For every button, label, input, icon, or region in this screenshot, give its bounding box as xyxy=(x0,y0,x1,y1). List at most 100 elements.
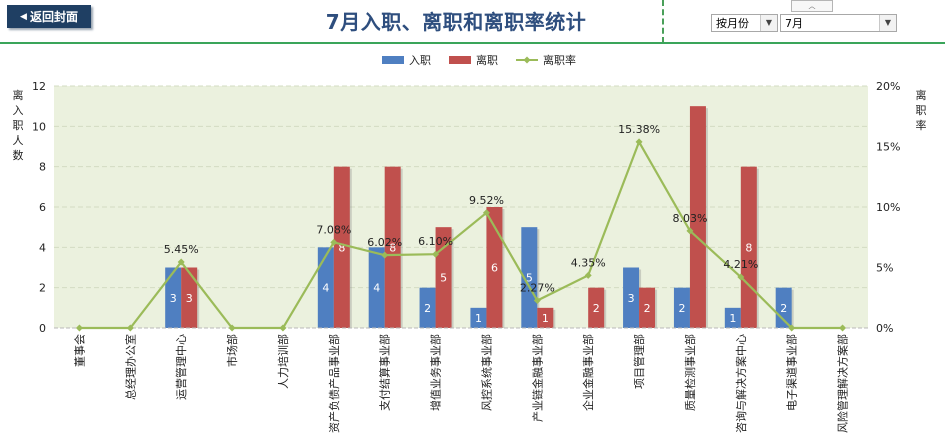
bar-leave xyxy=(384,166,401,328)
bar-value-label: 4 xyxy=(373,282,380,295)
page-title: 7月入职、离职和离职率统计 xyxy=(325,10,587,34)
bar-hire xyxy=(368,247,385,328)
rate-point xyxy=(584,271,592,279)
bar-value-label: 1 xyxy=(729,312,736,325)
period-type-select[interactable]: 按月份 ▼ xyxy=(711,14,778,32)
bar-leave xyxy=(639,287,656,328)
y-right-tick-label: 15% xyxy=(876,141,900,154)
x-category-label: 风控系统事业部 xyxy=(479,334,493,411)
y-left-tick-label: 8 xyxy=(39,161,46,174)
chevron-down-icon[interactable]: ▼ xyxy=(760,15,777,31)
rate-value-label: 6.10% xyxy=(418,235,453,248)
bar-value-label: 2 xyxy=(424,302,431,315)
rate-point xyxy=(482,209,490,217)
x-category-label: 风险管理解决方案部 xyxy=(836,334,850,433)
rate-point xyxy=(635,138,643,146)
x-category-label: 企业金融事业部 xyxy=(581,334,595,411)
y-right-tick-label: 5% xyxy=(876,262,893,275)
y-left-tick-label: 12 xyxy=(32,80,46,93)
rate-point xyxy=(839,324,847,332)
bar-value-label: 2 xyxy=(678,302,685,315)
rate-value-label: 2.27% xyxy=(520,282,555,295)
back-button-label: 返回封面 xyxy=(29,10,78,24)
y-left-tick-label: 0 xyxy=(39,322,46,335)
rate-point xyxy=(432,250,440,258)
bar-hire xyxy=(470,307,487,328)
x-category-label: 支付结算事业部 xyxy=(378,334,392,411)
x-category-label: 资产负债产品事业部 xyxy=(327,334,341,433)
bar-value-label: 3 xyxy=(628,292,635,305)
bar-value-label: 4 xyxy=(322,282,329,295)
rate-point xyxy=(126,324,134,332)
rate-value-label: 5.45% xyxy=(164,243,199,256)
x-category-label: 产业链金融事业部 xyxy=(530,334,544,422)
bar-value-label: 5 xyxy=(440,272,447,285)
rate-value-label: 4.21% xyxy=(723,258,758,271)
y-right-tick-label: 0% xyxy=(876,322,893,335)
x-category-label: 市场部 xyxy=(225,334,239,367)
rate-point xyxy=(686,227,694,235)
bar-hire xyxy=(673,287,690,328)
bar-value-label: 1 xyxy=(475,312,482,325)
x-category-label: 项目管理部 xyxy=(632,334,646,389)
y-axis-left-label: 离入职人数 xyxy=(11,88,25,163)
x-category-label: 质量检测事业部 xyxy=(683,334,697,411)
bar-hire xyxy=(521,227,538,328)
header-underline xyxy=(0,42,945,44)
bar-value-label: 3 xyxy=(170,292,177,305)
x-category-label: 人力培训部 xyxy=(276,334,290,389)
bar-hire xyxy=(317,247,334,328)
dashed-divider xyxy=(662,0,664,43)
month-select[interactable]: 7月 ▼ xyxy=(780,14,897,32)
bar-leave xyxy=(689,106,706,329)
bar-value-label: 5 xyxy=(526,272,533,285)
chevron-up-icon: ︿ xyxy=(808,2,816,10)
y-right-tick-label: 10% xyxy=(876,201,900,214)
back-to-cover-button[interactable]: ◀ 返回封面 xyxy=(7,5,91,28)
y-right-tick-label: 20% xyxy=(876,80,900,93)
scroll-up-button[interactable]: ︿ xyxy=(791,0,833,12)
rate-point xyxy=(737,273,745,281)
y-left-tick-label: 4 xyxy=(39,241,46,254)
bar-leave xyxy=(486,207,503,328)
legend-swatch xyxy=(382,56,404,64)
y-axis-right-label: 离职率 xyxy=(914,88,928,133)
bar-value-label: 2 xyxy=(644,302,651,315)
rate-point xyxy=(788,324,796,332)
month-value: 7月 xyxy=(785,17,803,30)
bar-hire xyxy=(775,287,792,328)
legend-label: 离职 xyxy=(476,53,498,67)
bar-value-label: 8 xyxy=(745,241,752,254)
y-left-tick-label: 10 xyxy=(32,120,46,133)
y-left-tick-label: 6 xyxy=(39,201,46,214)
rate-value-label: 8.03% xyxy=(672,212,707,225)
rate-value-label: 9.52% xyxy=(469,194,504,207)
bar-leave xyxy=(588,287,605,328)
bar-hire xyxy=(724,307,741,328)
y-left-tick-label: 2 xyxy=(39,282,46,295)
rate-value-label: 6.02% xyxy=(367,236,402,249)
rate-point xyxy=(228,324,236,332)
bar-value-label: 8 xyxy=(338,241,345,254)
legend-label: 离职率 xyxy=(543,53,576,67)
rate-value-label: 4.35% xyxy=(571,256,606,269)
y-axis-right-label-text: 离职率 xyxy=(915,89,927,132)
bar-value-label: 3 xyxy=(186,292,193,305)
rate-point xyxy=(533,297,541,305)
legend-marker xyxy=(523,56,531,64)
legend-swatch xyxy=(449,56,471,64)
x-category-label: 董事会 xyxy=(73,334,86,367)
rate-point xyxy=(279,324,287,332)
bar-leave xyxy=(435,227,452,328)
bar-leave xyxy=(181,267,198,328)
chevron-down-icon[interactable]: ▼ xyxy=(879,15,896,31)
bar-leave xyxy=(333,166,350,328)
rate-point xyxy=(177,258,185,266)
rate-line xyxy=(79,139,843,330)
bar-value-label: 2 xyxy=(593,302,600,315)
y-axis-left-label-text: 离入职人数 xyxy=(12,89,24,162)
rate-value-label: 7.08% xyxy=(316,223,351,236)
x-category-label: 电子渠道事业部 xyxy=(785,334,799,411)
bar-hire xyxy=(419,287,436,328)
